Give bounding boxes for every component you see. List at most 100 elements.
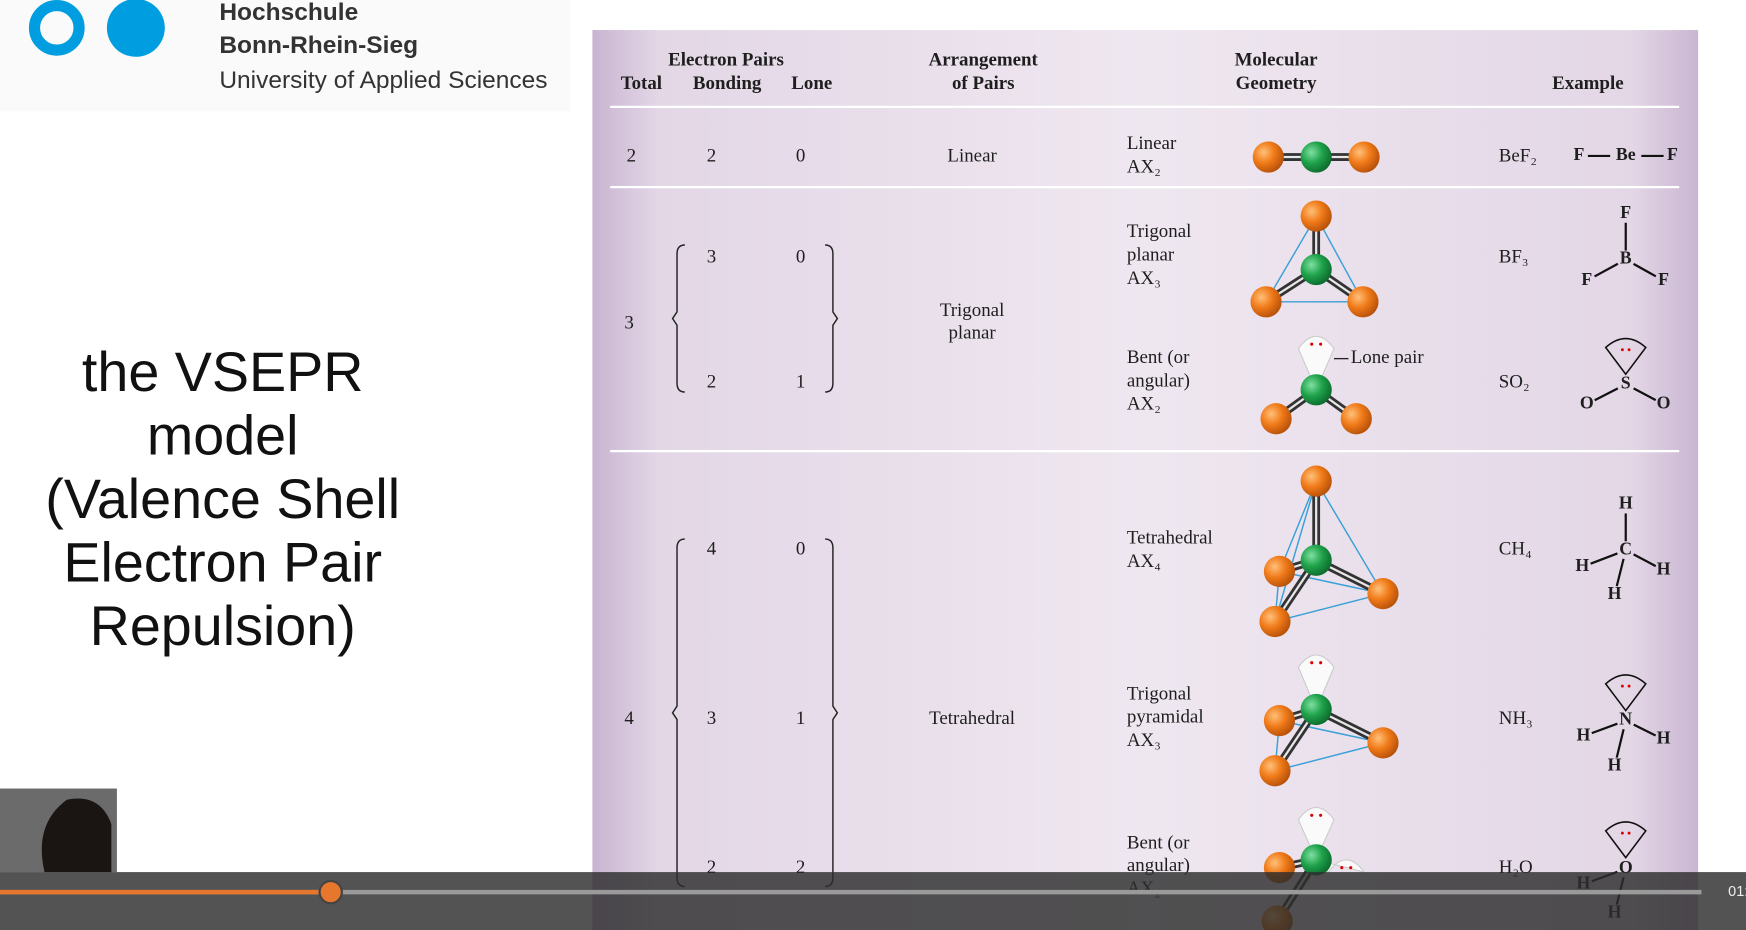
electron-dot	[1627, 831, 1631, 835]
lone-pair-loop	[1604, 674, 1647, 712]
slide-content: Hochschule Bonn-Rhein-Sieg University of A…	[45, 0, 1680, 930]
structure-atom: H	[1657, 728, 1671, 748]
structure-atom: H	[1575, 555, 1589, 575]
formula: NH₃	[1499, 708, 1533, 729]
header-cell: Arrangement	[929, 50, 1039, 71]
geometry-label: angular)	[1127, 370, 1190, 391]
arrangement-cell: Tetrahedral	[929, 708, 1015, 729]
structure-bond	[1594, 262, 1619, 278]
formula: BeF₂	[1499, 145, 1537, 166]
geometry-label: Linear	[1127, 133, 1177, 154]
geometry-label: AX₂	[1127, 157, 1161, 178]
structure-atom: F	[1581, 269, 1592, 289]
central-atom	[1300, 693, 1332, 726]
electron-dot	[1620, 348, 1624, 352]
lone-cell: 2	[796, 857, 805, 878]
electron-dot	[1627, 348, 1631, 352]
logo-background	[0, 0, 571, 112]
lone-cell: 1	[796, 708, 805, 729]
structure-bond	[1594, 387, 1619, 402]
structure-bond	[1632, 262, 1657, 278]
molecule-model	[1250, 200, 1379, 318]
formula: BF₃	[1499, 247, 1529, 268]
geometry-label: AX₃	[1127, 268, 1161, 289]
bonding-cell: 2	[707, 857, 716, 878]
formula: CH₄	[1499, 539, 1532, 560]
geometry-label: angular)	[1127, 855, 1190, 876]
geometry-label: pyramidal	[1127, 707, 1204, 728]
electron-dot	[1340, 866, 1344, 870]
central-atom	[1300, 141, 1332, 173]
outer-atom	[1367, 578, 1399, 610]
central-atom	[1300, 253, 1332, 286]
outer-atom	[1259, 605, 1291, 638]
geometry-label: Trigonal	[1127, 221, 1191, 242]
structure-atom: O	[1580, 392, 1594, 412]
structure-bond	[1615, 558, 1625, 587]
header-cell: Lone	[791, 73, 832, 94]
central-atom	[1300, 374, 1332, 406]
slide-panel	[592, 30, 1699, 930]
electron-dot	[1627, 684, 1631, 688]
structure-atom: H	[1619, 493, 1633, 513]
structure-bond	[1633, 553, 1657, 568]
electron-dot	[1319, 661, 1323, 665]
structure-atom: F	[1658, 269, 1669, 289]
central-atom	[1300, 544, 1332, 576]
molecule-model	[1252, 141, 1380, 173]
geometry-edge	[1274, 742, 1384, 772]
header-cell: Molecular	[1235, 50, 1318, 71]
electron-dot	[1310, 342, 1314, 346]
slide-title-line: model	[147, 405, 299, 467]
total-cell: 2	[627, 145, 636, 166]
outer-atom	[1348, 141, 1380, 173]
molecule-model	[1259, 465, 1399, 638]
lone-pair-loop	[1604, 821, 1647, 859]
header-cell: Example	[1552, 73, 1623, 94]
structure-atom: O	[1657, 392, 1671, 412]
outer-atom	[1250, 286, 1282, 318]
total-cell: 3	[624, 312, 633, 333]
bracket	[671, 244, 685, 393]
structure-bond	[1633, 387, 1657, 402]
electron-dot	[1310, 813, 1314, 817]
geometry-label: Bent (or	[1127, 833, 1190, 854]
geometry-edge	[1278, 480, 1317, 572]
logo-text: Bonn-Rhein-Sieg	[219, 32, 418, 59]
structure-atom: H	[1657, 558, 1671, 578]
progress-knob[interactable]	[318, 879, 343, 905]
logo-text: University of Applied Sciences	[219, 67, 547, 94]
header-cell: Total	[621, 73, 662, 94]
bonding-cell: 3	[707, 247, 716, 268]
logo-dot	[106, 0, 165, 57]
outer-atom	[1340, 403, 1372, 435]
header-cell: Bonding	[693, 73, 762, 94]
lone-cell: 1	[796, 371, 805, 392]
total-cell: 4	[624, 708, 634, 729]
bonding-cell: 3	[707, 708, 716, 729]
header-cell: of Pairs	[952, 73, 1015, 94]
structure-bond	[1633, 723, 1657, 737]
geometry-label: AX₃	[1127, 730, 1161, 751]
structure-bond	[1615, 729, 1625, 758]
electron-dot	[1620, 684, 1624, 688]
structure-atom: S	[1621, 372, 1631, 392]
progress-played	[0, 889, 331, 895]
lone-pair-loop	[1604, 337, 1647, 376]
outer-atom	[1300, 465, 1332, 497]
webcam-person	[41, 798, 112, 873]
lone-cell: 0	[796, 145, 805, 166]
slide-title-line: Repulsion)	[90, 595, 356, 657]
header-cell: Geometry	[1236, 73, 1317, 94]
lone-pair-lobe	[1297, 335, 1335, 392]
lone-pair-lobe	[1297, 806, 1335, 862]
outer-atom	[1259, 755, 1291, 787]
progress-track[interactable]	[0, 889, 1702, 895]
bonding-cell: 4	[707, 539, 717, 560]
geometry-label: Trigonal	[1127, 683, 1191, 704]
outer-atom	[1300, 200, 1332, 232]
bonding-cell: 2	[707, 371, 716, 392]
structure-atom: C	[1619, 538, 1632, 558]
